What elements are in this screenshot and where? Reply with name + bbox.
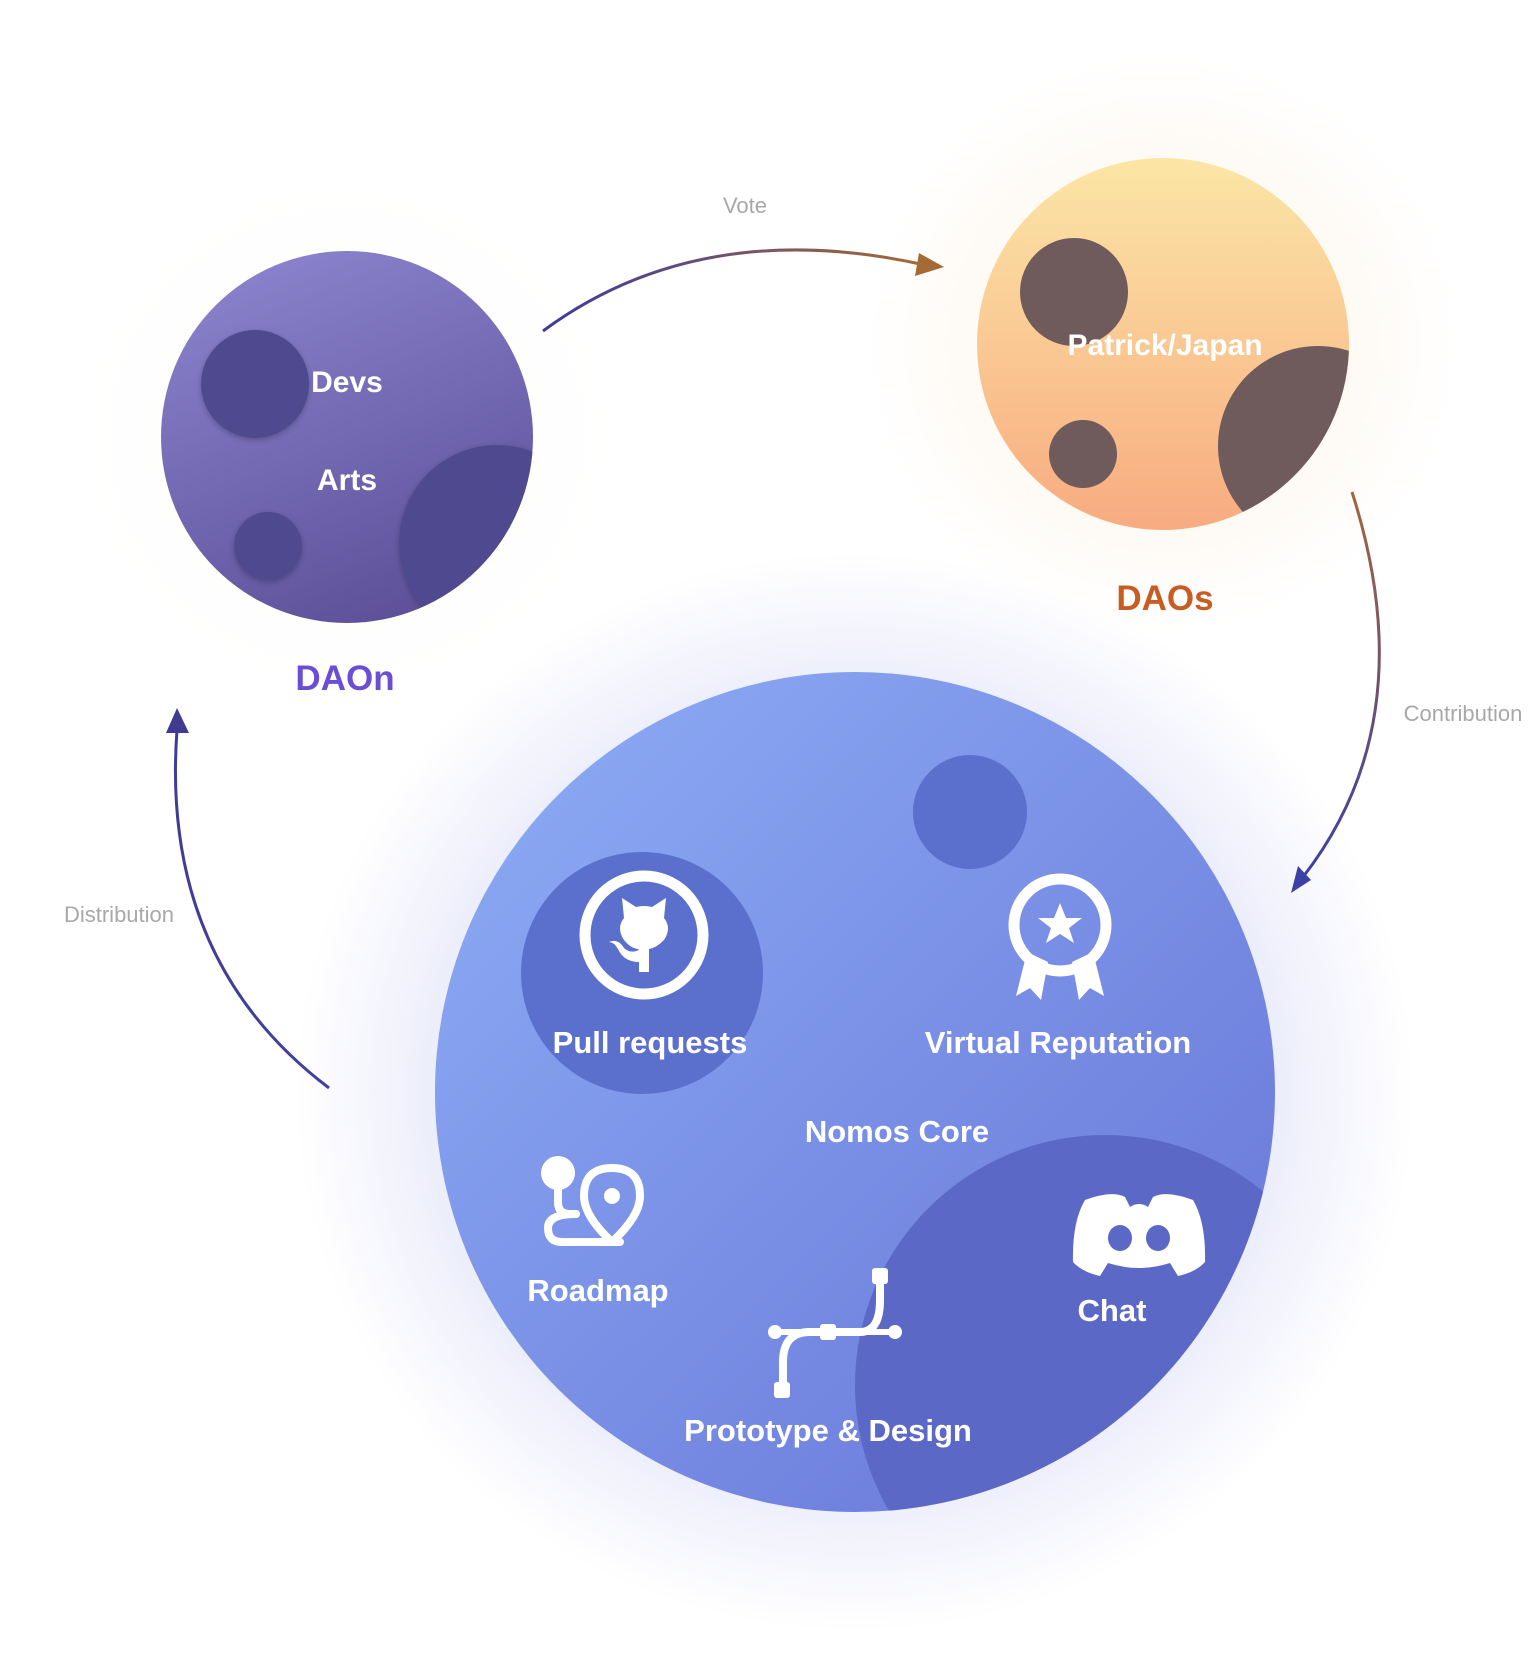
core-crater-small	[913, 755, 1027, 869]
daon-inner-arts: Arts	[317, 464, 377, 497]
bezier-pen-icon	[768, 1268, 902, 1398]
daon-label: DAOn	[295, 659, 394, 698]
edge-contribution	[1291, 491, 1381, 893]
edge-distribution-arrowhead	[166, 708, 189, 733]
daon-planet: Devs Arts	[161, 251, 533, 623]
daos-inner-patrick-japan: Patrick/Japan	[1067, 329, 1262, 362]
daon-crater-large	[201, 330, 309, 438]
route-map-icon	[541, 1156, 644, 1246]
daos-crater-edge	[1218, 346, 1349, 530]
discord-icon	[1072, 1194, 1206, 1276]
core-label: Nomos Core	[805, 1114, 989, 1149]
award-badge-icon	[1008, 873, 1112, 1000]
daos-planet: Patrick/Japan	[977, 158, 1349, 530]
daon-inner-devs: Devs	[311, 366, 383, 399]
edge-contribution-label: Contribution	[1404, 701, 1523, 726]
daos-crater-large	[1020, 238, 1128, 346]
daos-crater-small	[1049, 420, 1117, 488]
edge-distribution	[166, 708, 330, 1090]
daon-crater-edge	[399, 445, 533, 623]
virtual-reputation-label: Virtual Reputation	[925, 1025, 1191, 1060]
daos-label: DAOs	[1116, 579, 1213, 618]
pull-requests-label: Pull requests	[553, 1025, 748, 1060]
edge-vote-label: Vote	[723, 193, 767, 218]
prototype-design-label: Prototype & Design	[684, 1413, 972, 1448]
roadmap-label: Roadmap	[527, 1273, 668, 1308]
chat-label: Chat	[1078, 1293, 1147, 1328]
edge-vote-arrowhead	[915, 253, 944, 276]
edge-distribution-label: Distribution	[64, 902, 174, 927]
daon-crater-small	[234, 512, 302, 580]
edge-contribution-arrowhead	[1291, 866, 1311, 893]
github-icon	[579, 870, 709, 1000]
edge-vote	[542, 248, 944, 333]
